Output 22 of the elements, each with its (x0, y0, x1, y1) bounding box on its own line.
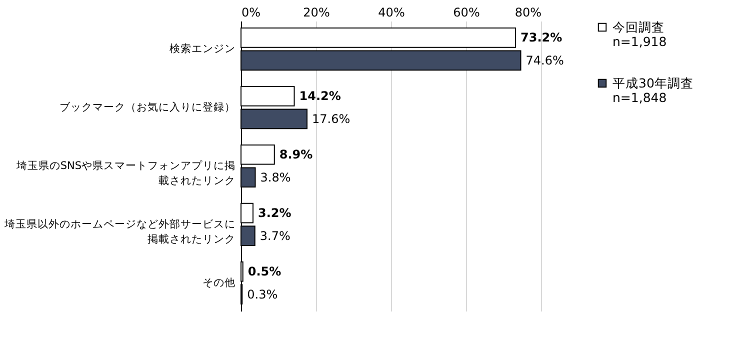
x-tick-label: 80% (514, 6, 542, 20)
data-label: 3.2% (258, 206, 292, 220)
data-label: 0.5% (248, 264, 282, 279)
y-tick-label: 埼玉県のSNSや県スマートフォンアプリに掲載されたリンク (15, 159, 236, 187)
data-label: 3.8% (260, 170, 291, 184)
x-tick-label: 40% (378, 6, 405, 20)
data-label: 17.6% (312, 112, 350, 126)
y-tick-label: 埼玉県以外のホームページなど外部サービスに掲載されたリンク (4, 217, 236, 246)
data-label: 14.2% (299, 89, 341, 104)
x-tick-label: 60% (453, 6, 480, 20)
x-tick-label: 0% (242, 6, 261, 20)
y-tick-label: ブックマーク（お気に入りに登録） (60, 100, 236, 114)
legend-label: 今回調査 n=1,918 (612, 19, 667, 49)
data-label: 3.7% (260, 228, 290, 243)
legend-label: 平成30年調査 n=1,848 (612, 75, 694, 105)
x-tick-label: 20% (303, 6, 330, 20)
y-tick-label: 検索エンジン (170, 42, 236, 56)
data-label: 8.9% (279, 148, 313, 162)
data-label: 0.3% (247, 287, 278, 302)
y-tick-label: その他 (202, 276, 236, 289)
data-label: 73.2% (520, 30, 562, 45)
data-label: 74.6% (526, 53, 564, 68)
